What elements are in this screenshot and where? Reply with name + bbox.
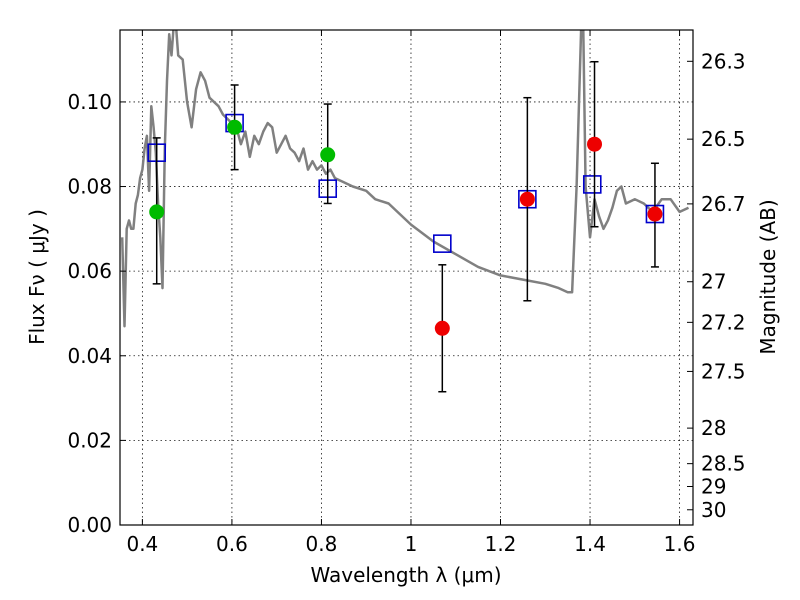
right-tick-label: 30 — [701, 498, 726, 522]
plot-area — [120, 30, 690, 393]
x-tick-label: 0.4 — [126, 532, 158, 556]
red-data-point — [434, 320, 450, 336]
x-tick-label: 1.4 — [574, 532, 606, 556]
red-data-point — [647, 206, 663, 222]
x-tick-label: 1.6 — [664, 532, 696, 556]
x-axis-label: Wavelength λ (μm) — [310, 563, 501, 587]
red-data-point — [519, 191, 535, 207]
y-tick-label: 0.10 — [67, 90, 112, 114]
y-axis-label: Flux Fν ( μJy ) — [25, 209, 49, 345]
model-flux-square — [582, 175, 602, 194]
right-tick-label: 28 — [701, 416, 726, 440]
right-tick-label: 26.5 — [701, 127, 746, 151]
right-axis-label: Magnitude (AB) — [756, 199, 780, 354]
right-tick-label: 26.7 — [701, 192, 746, 216]
plot-frame — [119, 29, 694, 526]
green-data-point — [227, 119, 243, 135]
model-sed-line — [120, 30, 690, 328]
right-tick-label: 26.3 — [701, 49, 746, 73]
right-tick-label: 29 — [701, 475, 726, 499]
y-tick-label: 0.00 — [67, 513, 112, 537]
right-tick-label: 28.5 — [701, 452, 746, 476]
grid — [120, 30, 693, 526]
x-tick-label: 0.8 — [306, 532, 338, 556]
y-tick-label: 0.08 — [67, 175, 112, 199]
green-data-point — [149, 204, 165, 220]
axis-ticks: 0.4 0.6 0.8 1 1.2 1.4 1.6 0.00 0.02 0.04 0.06 0.08 0… — [67, 30, 746, 556]
right-tick-label: 27.5 — [701, 359, 746, 383]
right-tick-label: 27 — [701, 270, 726, 294]
y-tick-label: 0.02 — [67, 428, 112, 452]
x-tick-label: 1 — [405, 532, 418, 556]
x-tick-label: 0.6 — [216, 532, 248, 556]
y-tick-label: 0.04 — [67, 344, 112, 368]
x-tick-label: 1.2 — [485, 532, 517, 556]
red-data-point — [587, 136, 603, 152]
y-tick-label: 0.06 — [67, 259, 112, 283]
green-data-point — [320, 147, 336, 163]
model-flux-square — [433, 234, 452, 253]
right-tick-label: 27.2 — [701, 310, 746, 334]
